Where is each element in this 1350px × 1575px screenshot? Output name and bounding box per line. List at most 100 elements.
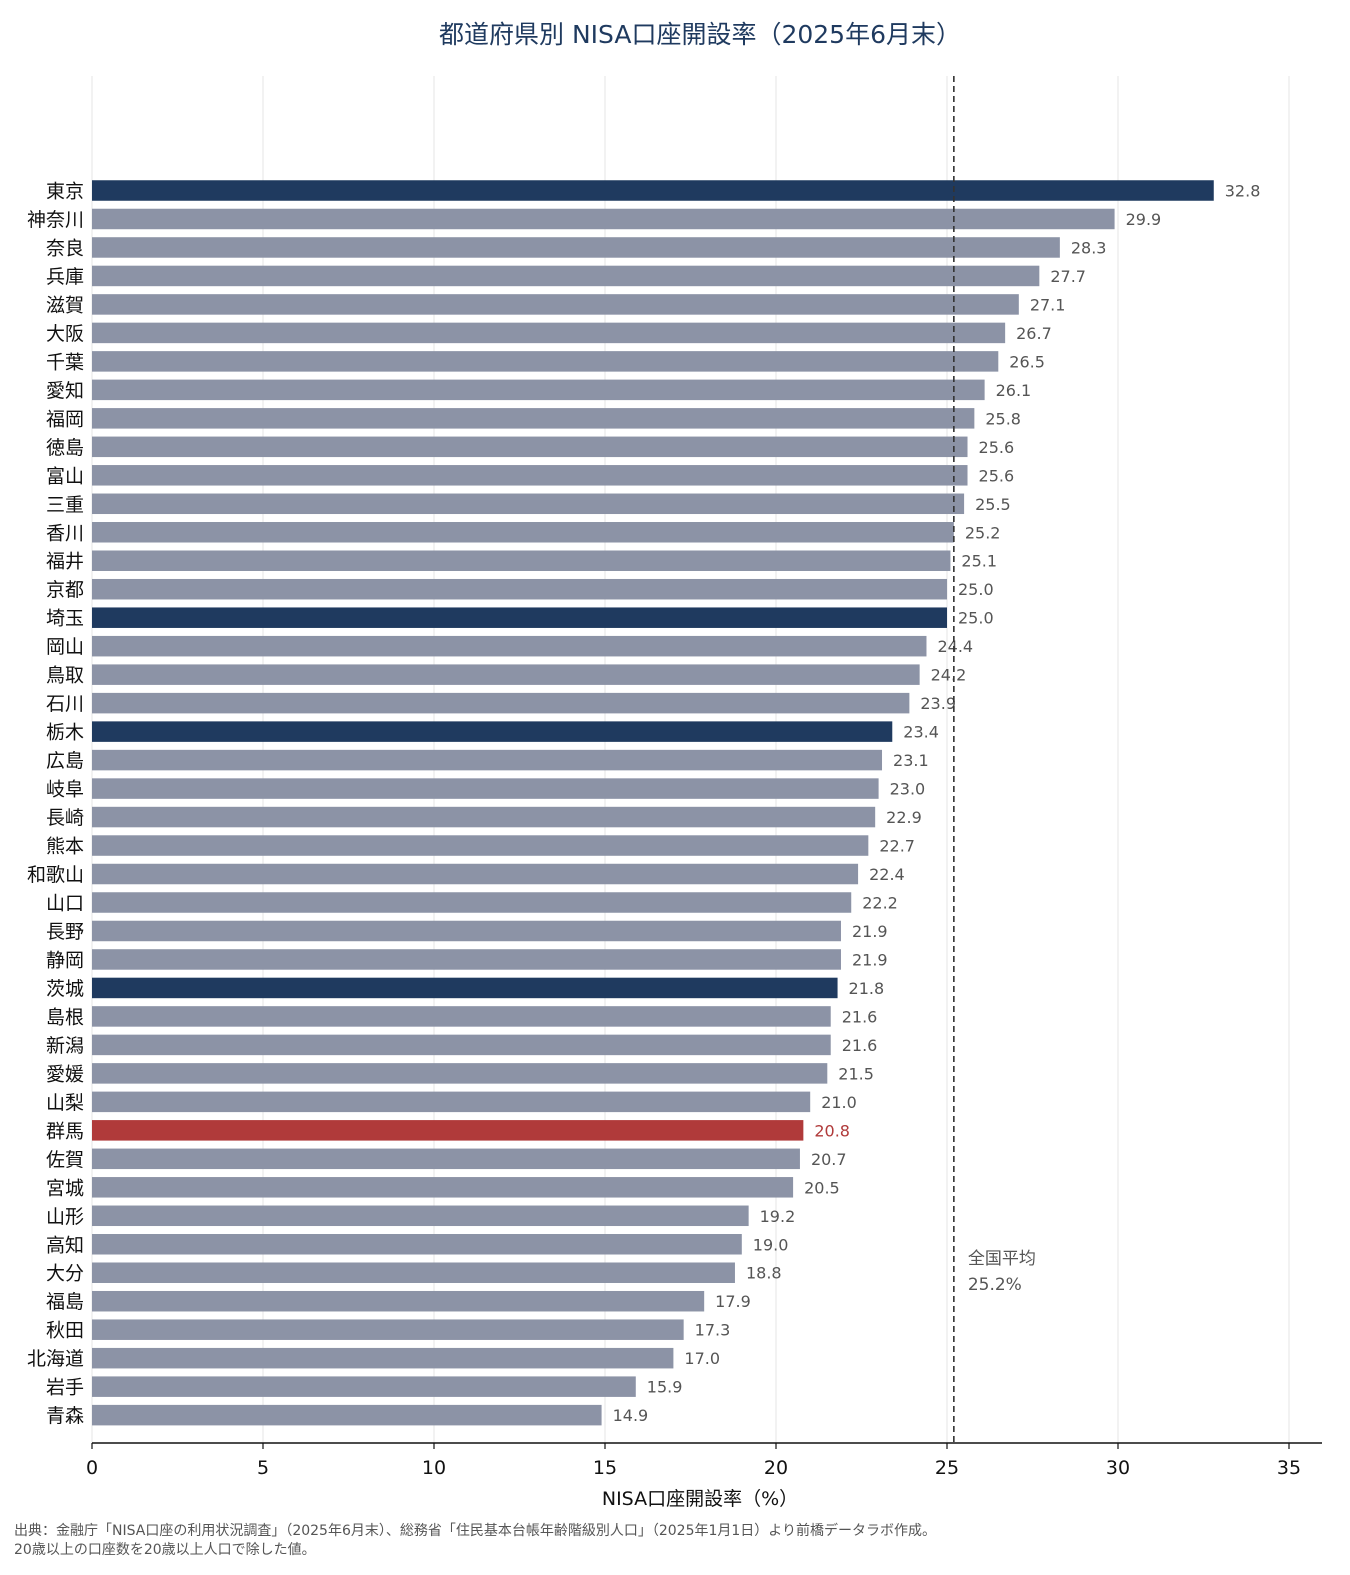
reference-line: 全国平均 25.2% (953, 76, 1036, 1443)
value-label: 25.0 (958, 580, 994, 599)
national-average-value: 25.2% (968, 1275, 1022, 1295)
source-line-2: 20歳以上の口座数を20歳以上人口で除した値。 (14, 1542, 316, 1558)
category-label: 静岡 (46, 949, 84, 971)
bar-愛媛 (92, 1063, 828, 1084)
bar-新潟 (92, 1034, 831, 1056)
category-label: 香川 (46, 522, 84, 544)
value-label: 19.2 (760, 1207, 796, 1226)
bar-茨城 (92, 977, 838, 999)
bar-兵庫 (92, 265, 1040, 287)
bar-岐阜 (92, 778, 879, 799)
value-label: 17.0 (684, 1349, 720, 1368)
value-label: 25.6 (979, 466, 1015, 485)
value-label: 23.4 (903, 723, 939, 742)
value-label: 23.1 (893, 751, 929, 770)
category-label: 佐賀 (46, 1149, 84, 1171)
bar-山梨 (92, 1091, 811, 1113)
x-axis: 0 5 10 15 20 25 30 35 (86, 1442, 1322, 1479)
bar-東京 (92, 180, 1214, 201)
bar-島根 (92, 1006, 831, 1027)
x-tick-label: 0 (86, 1457, 98, 1479)
bar-京都 (92, 578, 947, 600)
value-label: 14.9 (613, 1406, 649, 1425)
category-label: 秋田 (46, 1320, 84, 1342)
bar-鳥取 (92, 664, 920, 685)
bar-石川 (92, 692, 910, 714)
value-label: 21.0 (821, 1093, 857, 1112)
value-label: 26.1 (996, 381, 1032, 400)
value-label: 32.8 (1225, 182, 1261, 201)
bar-大分 (92, 1262, 735, 1283)
bar-徳島 (92, 436, 968, 458)
bar-滋賀 (92, 294, 1019, 315)
category-label: 愛知 (46, 380, 84, 402)
bar-山口 (92, 892, 852, 913)
value-label: 21.6 (842, 1007, 878, 1026)
category-label: 青森 (46, 1405, 84, 1427)
value-label: 26.7 (1016, 324, 1052, 343)
category-label: 奈良 (46, 237, 84, 259)
value-label: 17.3 (695, 1321, 731, 1340)
category-label: 岡山 (46, 636, 84, 658)
value-label: 27.7 (1050, 267, 1086, 286)
category-label: 滋賀 (46, 294, 84, 316)
category-label: 千葉 (46, 351, 84, 373)
bar-愛知 (92, 379, 985, 401)
bar-秋田 (92, 1319, 684, 1340)
bar-神奈川 (92, 208, 1115, 230)
bar-栃木 (92, 721, 893, 742)
category-label: 新潟 (46, 1035, 84, 1057)
category-label: 岩手 (46, 1377, 84, 1399)
value-label: 21.8 (849, 979, 885, 998)
source-note: 出典：金融庁「NISA口座の利用状況調査」（2025年6月末）、総務省「住民基本… (14, 1522, 936, 1560)
category-label: 福岡 (46, 408, 84, 430)
category-label: 長崎 (46, 807, 84, 829)
value-label: 25.6 (979, 438, 1015, 457)
bar-岩手 (92, 1376, 636, 1397)
value-label: 26.5 (1009, 352, 1045, 371)
bar-広島 (92, 749, 883, 771)
value-label: 25.8 (985, 409, 1021, 428)
value-label: 21.9 (852, 922, 888, 941)
bar-佐賀 (92, 1148, 800, 1170)
source-line-1: 出典：金融庁「NISA口座の利用状況調査」（2025年6月末）、総務省「住民基本… (14, 1523, 937, 1539)
category-label: 山梨 (46, 1092, 84, 1114)
category-label: 神奈川 (27, 209, 84, 231)
category-label: 和歌山 (27, 864, 84, 886)
value-label: 24.2 (931, 666, 967, 685)
chart-title: 都道府県別 NISA口座開設率（2025年6月末） (439, 20, 961, 49)
category-label: 長野 (46, 921, 84, 943)
bar-福井 (92, 550, 951, 571)
value-label: 22.7 (879, 837, 915, 856)
category-label: 大阪 (46, 323, 84, 345)
category-label: 広島 (46, 750, 84, 772)
value-label: 22.9 (886, 808, 922, 827)
bar-香川 (92, 522, 954, 543)
bar-宮城 (92, 1177, 794, 1198)
value-label: 25.1 (961, 552, 997, 571)
value-label: 25.5 (975, 495, 1011, 514)
category-label: 北海道 (27, 1348, 84, 1370)
bar-福岡 (92, 408, 975, 429)
category-label: 岐阜 (46, 779, 84, 801)
bars: 東京 32.8 神奈川 29.9 奈良 28.3 兵庫 27.7 滋賀 27.1 大阪 26.7 千葉 2… (27, 180, 1260, 1427)
value-label: 23.9 (920, 694, 956, 713)
category-label: 三重 (46, 494, 84, 516)
value-label: 27.1 (1030, 295, 1066, 314)
category-label: 高知 (46, 1234, 84, 1256)
category-label: 鳥取 (46, 665, 84, 687)
value-label: 20.8 (814, 1121, 850, 1140)
value-label: 23.0 (890, 780, 926, 799)
category-label: 山形 (46, 1206, 84, 1228)
category-label: 茨城 (46, 978, 84, 1000)
value-label: 18.8 (746, 1264, 782, 1283)
category-label: 石川 (46, 693, 84, 715)
value-label: 17.9 (715, 1292, 751, 1311)
x-axis-label: NISA口座開設率（%） (602, 1488, 798, 1510)
value-label: 22.4 (869, 865, 905, 884)
x-tick-label: 5 (257, 1457, 269, 1479)
bar-福島 (92, 1290, 705, 1312)
value-label: 25.2 (965, 523, 1001, 542)
x-tick-label: 20 (764, 1457, 788, 1479)
x-tick-label: 30 (1106, 1457, 1130, 1479)
